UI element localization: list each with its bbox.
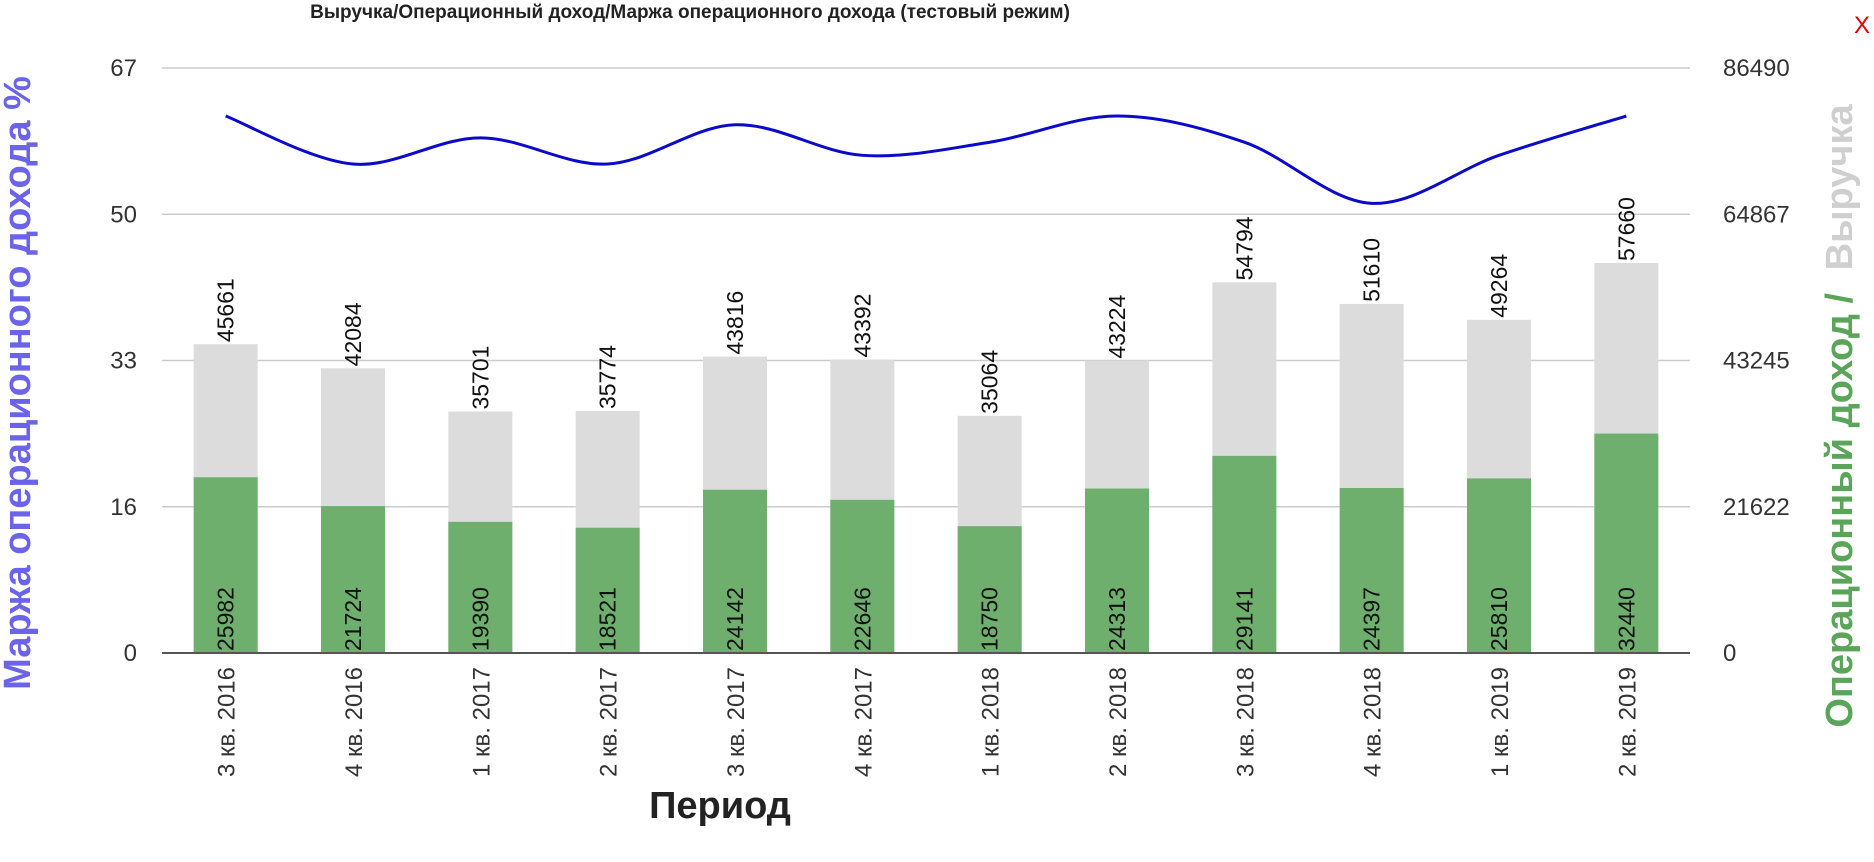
income-value-label: 24142: [722, 587, 748, 651]
revenue-value-label: 51610: [1359, 238, 1385, 302]
left-axis-ticks: 0 16 33 50 67: [110, 55, 137, 667]
income-bar: [957, 526, 1022, 653]
x-tick-label: 3 кв. 2017: [723, 667, 750, 777]
income-bar: [703, 489, 767, 653]
left-tick-label: 16: [110, 494, 137, 521]
income-value-label: 24313: [1104, 587, 1130, 651]
right-axis-ticks: 0 21622 43245 64867 86490: [1723, 55, 1790, 667]
income-value-label: 18750: [977, 587, 1003, 651]
x-tick-label: 4 кв. 2018: [1360, 667, 1387, 777]
x-tick-label: 2 кв. 2018: [1105, 667, 1132, 777]
income-value-label: 22646: [849, 587, 875, 651]
income-bar: [1339, 487, 1404, 653]
x-tick-label: 1 кв. 2019: [1487, 667, 1514, 777]
margin-series-line: [225, 114, 1627, 205]
income-value-label: 29141: [1231, 587, 1257, 651]
income-value-label: 19390: [467, 587, 493, 651]
income-bar: [1594, 433, 1659, 653]
x-tick-label: 1 кв. 2017: [468, 667, 495, 777]
revenue-value-label: 54794: [1231, 216, 1257, 280]
left-tick-label: 0: [124, 640, 137, 667]
income-bar: [193, 477, 258, 653]
income-bar: [575, 527, 640, 653]
right-axis-title-income: Операционный доход /: [1819, 292, 1861, 727]
revenue-value-label: 35064: [977, 350, 1003, 414]
bars: 45661 25982 42084 21724 35701 19390 35774 18521…: [193, 197, 1659, 653]
right-tick-label: 21622: [1723, 494, 1790, 521]
revenue-value-label: 43392: [849, 294, 875, 358]
left-axis-title: Маржа операционного дохода %: [0, 76, 39, 690]
x-axis-title: Период: [649, 785, 791, 827]
income-value-label: 24397: [1359, 587, 1385, 651]
revenue-value-label: 35774: [595, 345, 621, 409]
income-bar: [321, 506, 385, 653]
revenue-value-label: 35701: [467, 346, 493, 410]
right-tick-label: 43245: [1723, 348, 1790, 375]
right-axis-title: Операционный доход / Выручка: [1819, 104, 1861, 728]
x-tick-label: 2 кв. 2017: [596, 667, 623, 777]
income-value-label: 18521: [595, 587, 621, 651]
income-value-label: 25982: [213, 587, 239, 651]
x-tick-label: 2 кв. 2019: [1614, 667, 1641, 777]
x-axis-labels: 3 кв. 2016 4 кв. 2016 1 кв. 2017 2 кв. 2017…: [214, 667, 1642, 777]
x-tick-label: 3 кв. 2016: [214, 667, 241, 777]
x-tick-label: 4 кв. 2016: [341, 667, 368, 777]
revenue-value-label: 43816: [722, 291, 748, 355]
x-tick-label: 3 кв. 2018: [1232, 667, 1259, 777]
revenue-value-label: 43224: [1104, 294, 1130, 358]
revenue-value-label: 42084: [340, 302, 366, 366]
left-tick-label: 67: [110, 55, 137, 82]
left-tick-label: 50: [110, 201, 137, 228]
left-tick-label: 33: [110, 348, 137, 375]
income-bar: [1085, 488, 1149, 653]
chart-title: Выручка/Операционный доход/Маржа операци…: [310, 2, 1070, 23]
income-bar: [830, 499, 895, 653]
income-bar: [448, 521, 513, 653]
revenue-value-label: 49264: [1486, 254, 1512, 318]
x-tick-label: 1 кв. 2018: [978, 667, 1005, 777]
revenue-value-label: 45661: [213, 278, 239, 342]
income-value-label: 21724: [340, 587, 366, 651]
income-bar: [1467, 478, 1531, 653]
right-tick-label: 0: [1723, 640, 1736, 667]
right-axis-title-revenue: Выручка: [1819, 104, 1861, 271]
income-bar: [1212, 455, 1277, 653]
income-value-label: 25810: [1486, 587, 1512, 651]
right-tick-label: 64867: [1723, 201, 1790, 228]
income-value-label: 32440: [1613, 587, 1639, 651]
right-tick-label: 86490: [1723, 55, 1790, 82]
revenue-value-label: 57660: [1613, 197, 1639, 261]
x-tick-label: 4 кв. 2017: [850, 667, 877, 777]
gridlines: [162, 67, 1690, 508]
close-button[interactable]: X: [1854, 12, 1870, 39]
